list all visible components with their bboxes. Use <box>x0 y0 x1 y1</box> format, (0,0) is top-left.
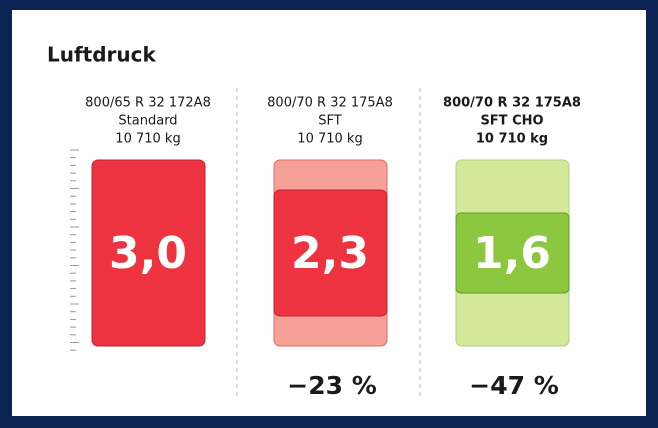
pressure-box <box>455 212 570 294</box>
pressure: 2,3 <box>291 228 369 279</box>
change: −23 % <box>287 371 377 400</box>
variant: SFT <box>318 114 342 129</box>
pressure-box <box>91 159 206 347</box>
pressure: 3,0 <box>109 228 187 279</box>
load: 10 710 kg <box>115 132 180 147</box>
tire: 800/65 R 32 172A8 <box>85 96 211 111</box>
title: Luftdruck <box>47 43 157 67</box>
pressure: 1,6 <box>473 228 551 279</box>
tire: 800/70 R 32 175A8 <box>267 96 393 111</box>
load: 10 710 kg <box>297 132 362 147</box>
tire: 800/70 R 32 175A8 <box>443 96 581 111</box>
variant: SFT CHO <box>480 114 543 129</box>
change: −47 % <box>469 371 559 400</box>
pressure-box <box>273 189 388 317</box>
load: 10 710 kg <box>476 132 548 147</box>
variant: Standard <box>118 114 177 129</box>
scale <box>70 149 79 351</box>
